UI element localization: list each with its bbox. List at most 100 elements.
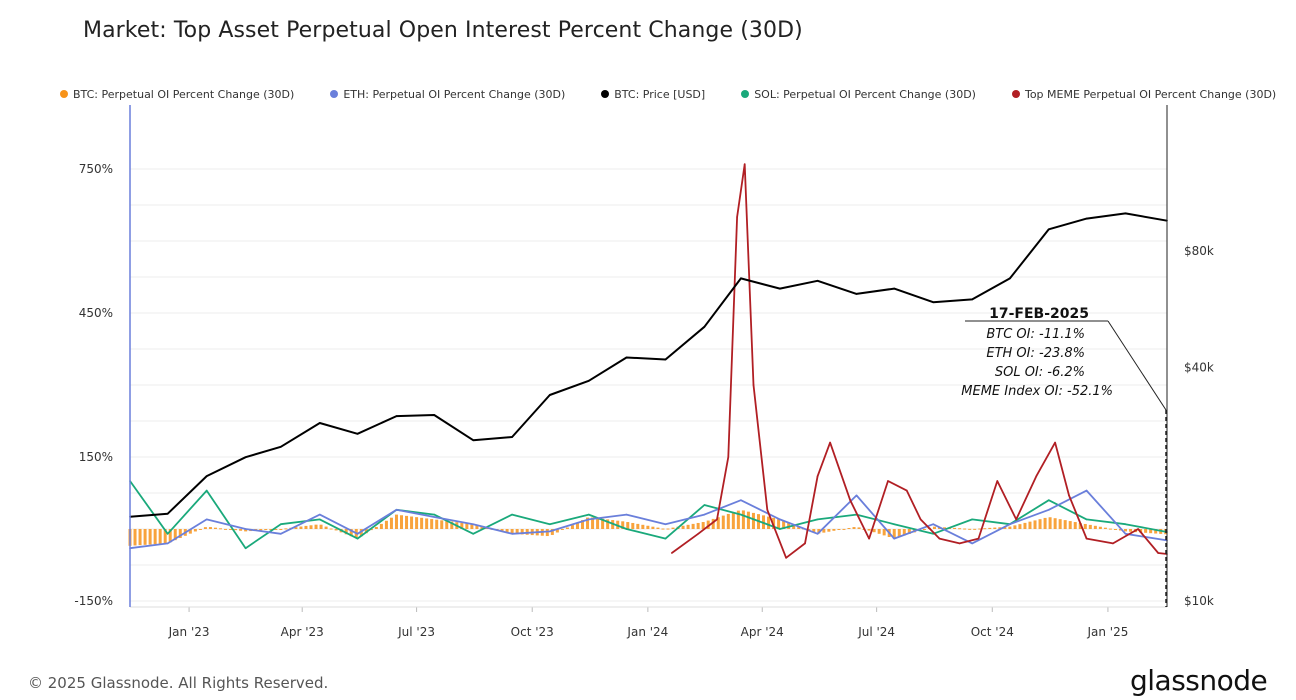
point-sol_oi-15 [703,504,706,506]
point-sol_oi-5 [319,518,321,521]
btc-oi-bar-196 [1113,529,1117,530]
point-meme_oi-5 [743,163,746,165]
x-tick-label-1: Apr '23 [281,625,324,639]
point-meme_oi-15 [906,489,908,492]
btc-oi-bar-101 [636,523,640,529]
btc-oi-bar-168 [973,528,977,530]
btc-oi-bar-13 [193,529,197,532]
point-eth_oi-23 [1009,523,1011,525]
point-meme_oi-18 [958,542,961,545]
y-right-tick-label-0: $10k [1184,594,1214,608]
point-eth_oi-17 [779,518,781,521]
point-btc_price-22 [971,298,973,301]
x-tick-label-6: Jul '24 [857,625,895,639]
btc-oi-bar-62 [440,520,444,529]
btc-oi-bar-160 [932,526,936,529]
btc-oi-bar-142 [842,528,846,530]
point-sol_oi-1 [166,533,169,535]
point-meme_oi-3 [727,456,730,458]
point-meme_oi-25 [1085,537,1088,540]
btc-oi-bar-51 [384,520,388,529]
btc-oi-bar-203 [1149,529,1153,534]
btc-oi-bar-99 [626,522,630,529]
btc-oi-bar-139 [827,529,831,532]
btc-oi-bar-98 [621,521,625,529]
btc-oi-bar-61 [435,519,439,529]
point-sol_oi-10 [511,513,513,516]
btc-oi-bar-34 [299,526,303,529]
series-lines [129,163,1168,559]
btc-oi-bar-175 [1008,526,1012,529]
y-left-tick-label-0: -150% [74,594,113,608]
btc-oi-bar-112 [691,523,695,529]
btc-oi-bar-144 [852,527,856,529]
btc-oi-bar-48 [369,529,373,531]
btc-oi-bar-28 [269,529,273,530]
btc-oi-bar-180 [1033,520,1037,529]
point-meme_oi-14 [887,480,889,482]
point-eth_oi-2 [205,518,208,521]
btc-oi-bar-86 [560,529,564,531]
btc-oi-bar-91 [586,517,590,529]
btc-oi-bar-129 [777,519,781,529]
btc-oi-bar-148 [872,529,876,533]
btc-oi-bar-83 [545,529,549,537]
point-eth_oi-13 [625,513,628,516]
btc-oi-bar-23 [244,529,248,532]
y-left-tick-label-1: 150% [79,450,113,464]
btc-oi-bar-194 [1103,527,1107,529]
point-eth_oi-21 [932,523,935,525]
btc-oi-bar-152 [892,529,896,539]
legend-item-btc-oi[interactable]: BTC: Perpetual OI Percent Change (30D) [60,88,294,101]
point-eth_oi-9 [472,523,474,525]
point-btc_price-20 [893,287,896,290]
point-btc_price-11 [549,394,551,396]
point-eth_oi-18 [816,533,819,535]
point-meme_oi-9 [804,542,806,545]
point-eth_oi-12 [587,518,590,521]
btc-oi-bar-110 [681,525,685,529]
point-meme_oi-17 [938,537,941,540]
point-sol_oi-6 [356,537,359,540]
point-btc_price-10 [511,436,513,438]
btc-oi-bar-9 [173,529,177,541]
point-eth_oi-25 [1085,489,1088,492]
point-meme_oi-27 [1137,528,1139,530]
legend-item-meme-oi[interactable]: Top MEME Perpetual OI Percent Change (30… [1011,88,1276,101]
btc-oi-bar-185 [1058,519,1062,529]
point-sol_oi-13 [625,528,628,530]
btc-oi-bar-164 [953,527,957,529]
annotation-line-2: SOL OI: -6.2% [995,365,1085,380]
point-btc_price-2 [205,475,208,477]
point-btc_price-18 [816,280,819,282]
point-eth_oi-19 [855,494,858,497]
legend-item-btc-price[interactable]: BTC: Price [USD] [601,88,705,101]
btc-oi-bar-174 [1003,526,1007,529]
point-meme_oi-13 [868,537,870,540]
chart-legend: BTC: Perpetual OI Percent Change (30D) E… [60,86,1276,102]
legend-item-eth-oi[interactable]: ETH: Perpetual OI Percent Change (30D) [330,88,565,101]
point-eth_oi-20 [893,537,896,540]
btc-oi-bar-93 [596,518,600,529]
btc-oi-bar-123 [746,511,750,529]
legend-dot-sol-oi [741,90,750,98]
btc-oi-bar-133 [797,526,801,529]
x-tick-label-8: Jan '25 [1086,625,1128,639]
btc-oi-bar-127 [767,516,771,529]
legend-dot-btc-price [601,90,610,98]
point-sol_oi-24 [1048,499,1050,502]
btc-oi-bar-31 [284,528,288,530]
btc-oi-bar-43 [344,529,348,535]
btc-oi-bar-60 [430,519,434,529]
btc-oi-bar-172 [993,527,997,529]
legend-item-sol-oi[interactable]: SOL: Perpetual OI Percent Change (30D) [741,88,976,101]
btc-oi-bar-116 [711,518,715,529]
btc-oi-bar-59 [425,518,429,529]
y-right-tick-label-1: $40k [1184,361,1214,375]
point-meme_oi-12 [849,499,852,502]
point-sol_oi-12 [587,513,590,516]
point-btc_price-4 [280,445,282,448]
point-btc_price-3 [244,456,247,458]
btc-oi-bar-3 [143,529,147,545]
